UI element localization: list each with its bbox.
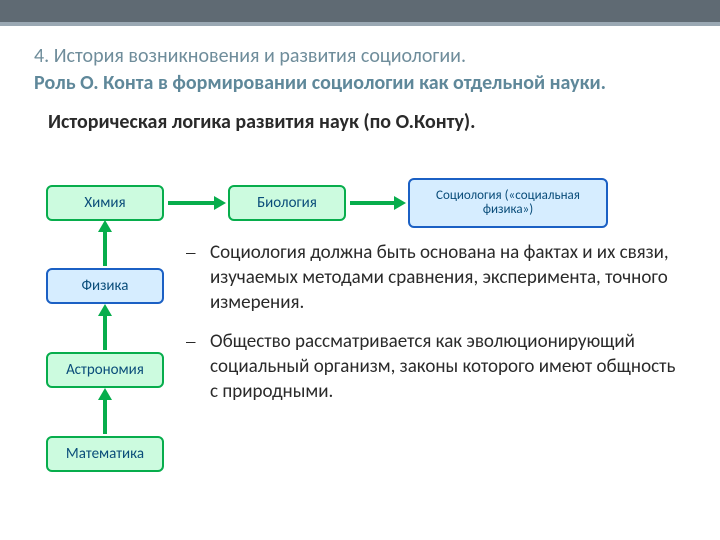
arrow-astronomy-to-physics: [103, 314, 107, 350]
arrow-math-to-astronomy: [103, 398, 107, 434]
bullet-text: Социология должна быть основана на факта…: [210, 240, 681, 315]
list-item: ⎯ Социология должна быть основана на фак…: [186, 240, 681, 315]
node-label: Математика: [66, 446, 144, 463]
node-label: Физика: [82, 278, 129, 295]
node-biology: Биология: [228, 185, 346, 221]
node-label: Биология: [257, 195, 317, 212]
bullet-icon: ⎯: [186, 240, 210, 315]
node-astronomy: Астрономия: [46, 352, 164, 388]
arrow-physics-to-chemistry: [103, 230, 107, 266]
node-label: Социология («социальная физика»): [410, 189, 606, 218]
arrow-biology-to-sociology: [350, 201, 396, 205]
list-item: ⎯ Общество рассматривается как эволюцион…: [186, 329, 681, 404]
arrow-chemistry-to-biology: [168, 201, 216, 205]
bullet-list: ⎯ Социология должна быть основана на фак…: [186, 240, 681, 418]
node-label: Астрономия: [66, 362, 144, 379]
node-chemistry: Химия: [46, 185, 164, 221]
bullet-icon: ⎯: [186, 329, 210, 404]
node-physics: Физика: [46, 268, 164, 304]
node-sociology: Социология («социальная физика»): [408, 178, 608, 228]
node-label: Химия: [84, 195, 125, 212]
bullet-text: Общество рассматривается как эволюционир…: [210, 329, 681, 404]
node-math: Математика: [46, 436, 164, 472]
